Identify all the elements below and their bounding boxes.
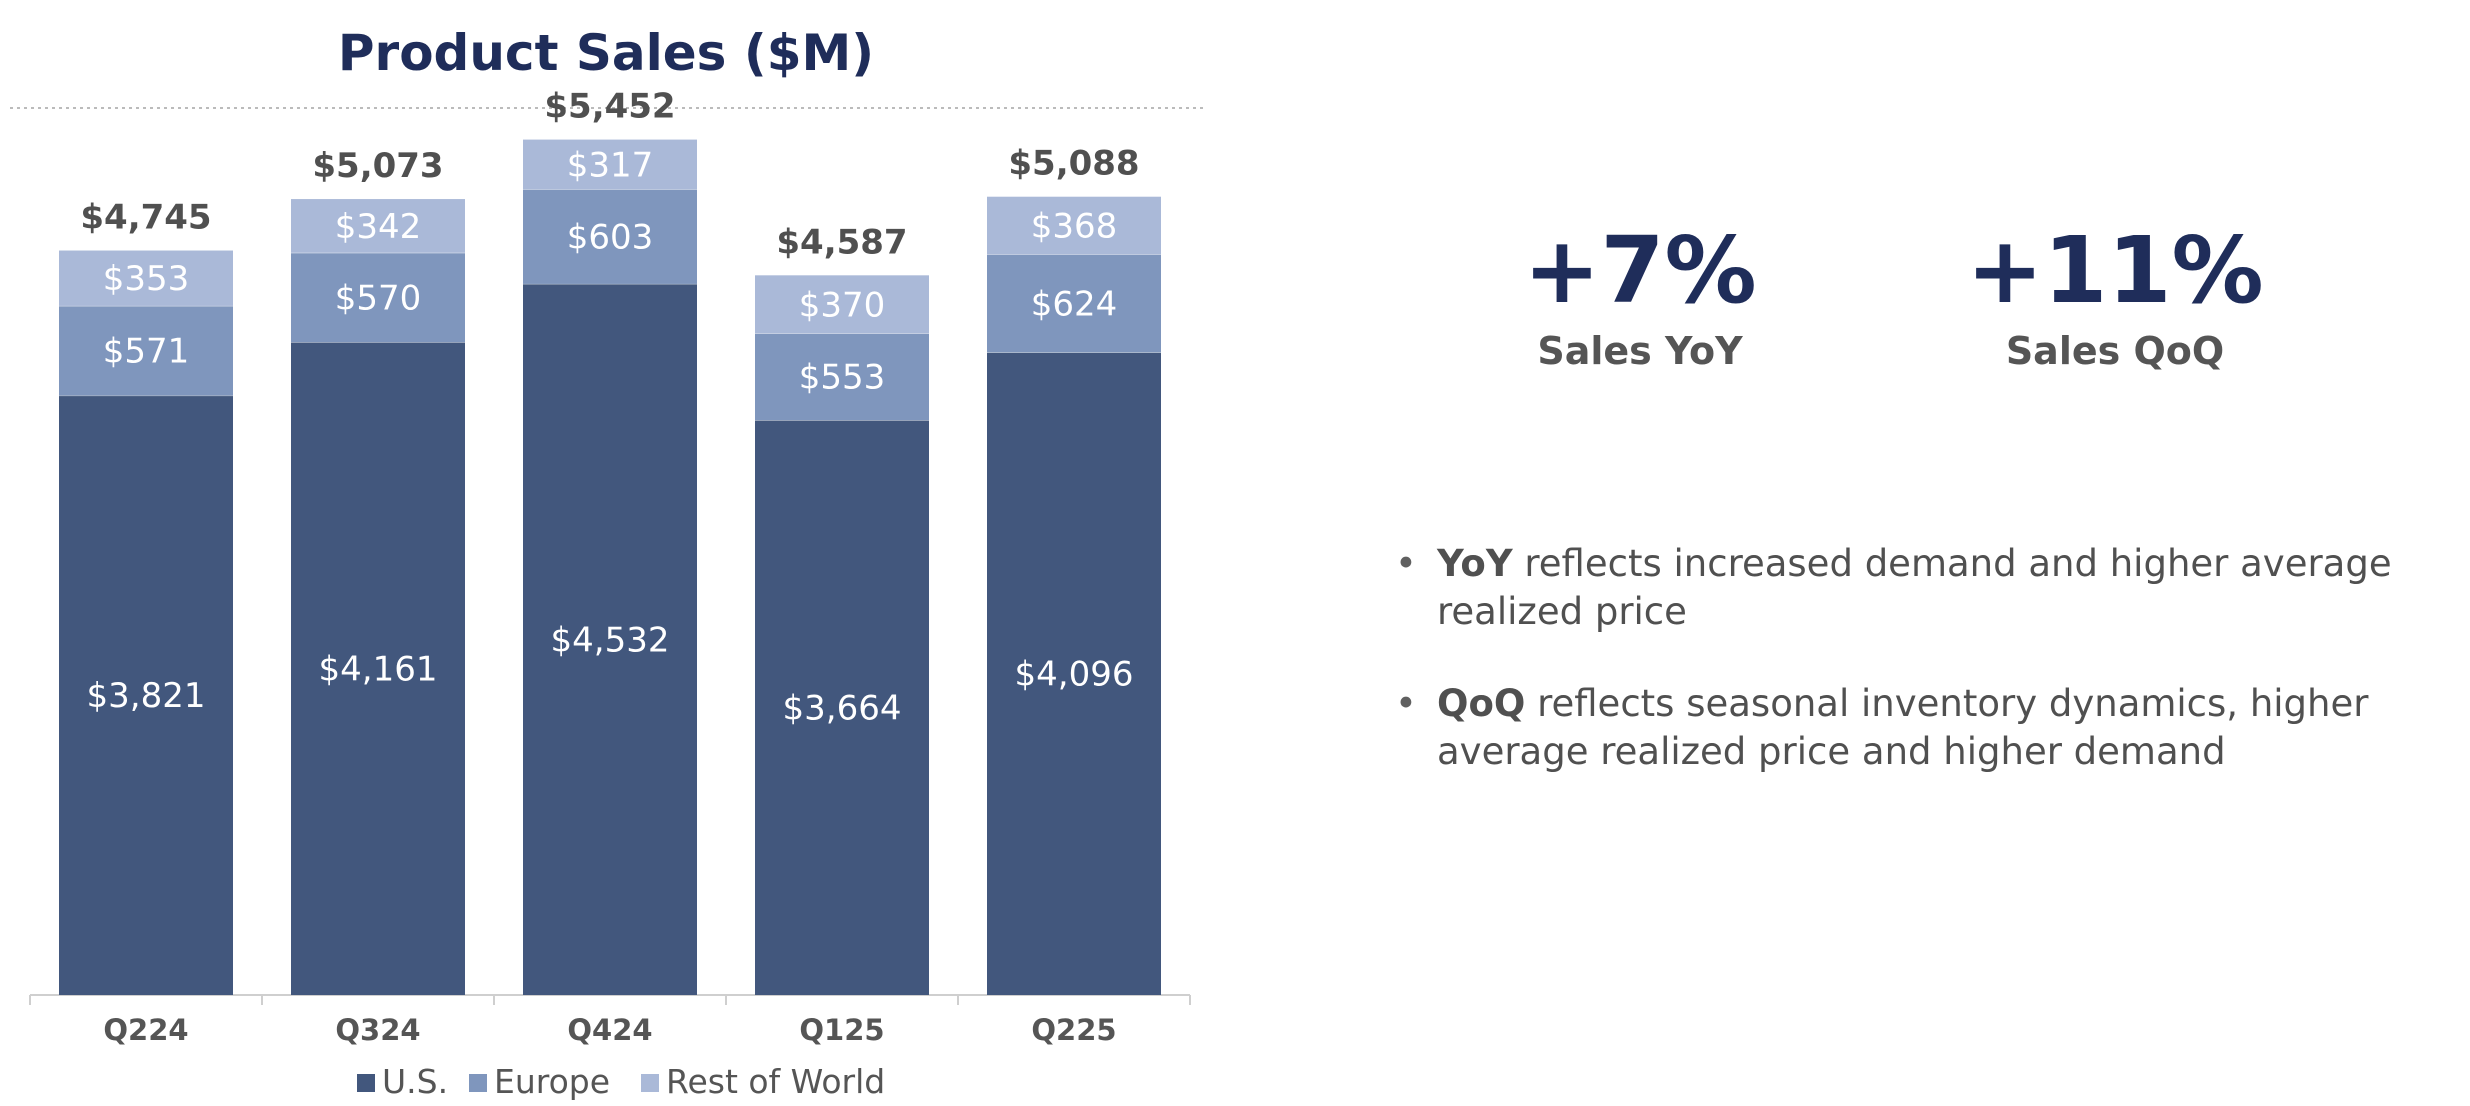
legend-label: Rest of World: [666, 1062, 885, 1101]
bar-segment: [987, 254, 1161, 353]
bar-value-label: $353: [103, 259, 190, 299]
legend-label: U.S.: [382, 1062, 448, 1101]
bar-segment: [755, 275, 929, 334]
kpi-yoy-label: Sales YoY: [1537, 329, 1743, 373]
x-tick-label: Q424: [567, 1013, 652, 1047]
x-tick-label: Q324: [335, 1013, 420, 1047]
x-tick-label: Q225: [1031, 1013, 1116, 1047]
bar-value-label: $4,532: [551, 620, 670, 660]
bar-total-label: $4,587: [776, 222, 907, 262]
bullet-yoy-bold: YoY: [1437, 542, 1513, 585]
kpi-sales-yoy: +7% Sales YoY: [1450, 217, 1830, 374]
bar-value-label: $342: [335, 207, 422, 247]
bar-value-label: $570: [335, 278, 422, 318]
bullet-qoq-bold: QoQ: [1437, 682, 1526, 725]
bar-value-label: $368: [1031, 207, 1118, 247]
kpi-sales-qoq: +11% Sales QoQ: [1925, 217, 2305, 374]
stacked-bar-chart: $3,821 $571 $353 $4,745 Q224 $4,161 $570 $342 $5…: [10, 87, 1205, 1101]
bar-segment: [59, 395, 233, 995]
legend-label: Europe: [494, 1062, 610, 1101]
bar-value-label: $624: [1031, 284, 1118, 324]
legend-swatch: [357, 1074, 375, 1092]
commentary-bullets: YoY reflects increased demand and higher…: [1395, 540, 2395, 820]
legend-swatch: [641, 1074, 659, 1092]
bullet-qoq: QoQ reflects seasonal inventory dynamics…: [1395, 680, 2395, 776]
x-tick-label: Q125: [799, 1013, 884, 1047]
bar-total-label: $5,073: [312, 146, 443, 186]
bar-total-label: $4,745: [80, 198, 211, 238]
bar-value-label: $4,161: [319, 650, 438, 690]
bar-value-label: $370: [799, 285, 886, 325]
bar-value-label: $3,664: [783, 689, 902, 729]
bar-value-label: $4,096: [1015, 655, 1134, 695]
bullet-yoy: YoY reflects increased demand and higher…: [1395, 540, 2395, 636]
bar-segment: [291, 199, 465, 253]
kpi-yoy-value: +7%: [1523, 217, 1757, 324]
chart-title: Product Sales ($M): [337, 24, 875, 82]
bar-value-label: $571: [103, 332, 190, 372]
bar-value-label: $3,821: [87, 676, 206, 716]
bullet-yoy-text: reflects increased demand and higher ave…: [1437, 542, 2392, 633]
bar-segment: [755, 420, 929, 995]
bar-segment: [59, 250, 233, 306]
kpi-qoq-label: Sales QoQ: [2005, 329, 2225, 373]
bar-segment: [755, 333, 929, 421]
x-tick-label: Q224: [103, 1013, 188, 1047]
bar-value-label: $553: [799, 358, 886, 398]
legend-swatch: [469, 1074, 487, 1092]
bar-segment: [291, 252, 465, 343]
bar-segment: [523, 139, 697, 190]
kpi-qoq-value: +11%: [1966, 217, 2264, 324]
bar-value-label: $317: [567, 145, 654, 185]
bar-total-label: $5,088: [1008, 144, 1139, 184]
bullet-qoq-text: reflects seasonal inventory dynamics, hi…: [1437, 682, 2369, 773]
bar-total-label: $5,452: [544, 87, 675, 127]
bar-segment: [291, 342, 465, 995]
bar-segment: [523, 283, 697, 995]
bar-segment: [987, 352, 1161, 996]
bar-segment: [523, 189, 697, 284]
bar-segment: [987, 196, 1161, 255]
bar-segment: [59, 305, 233, 396]
bar-value-label: $603: [567, 218, 654, 258]
